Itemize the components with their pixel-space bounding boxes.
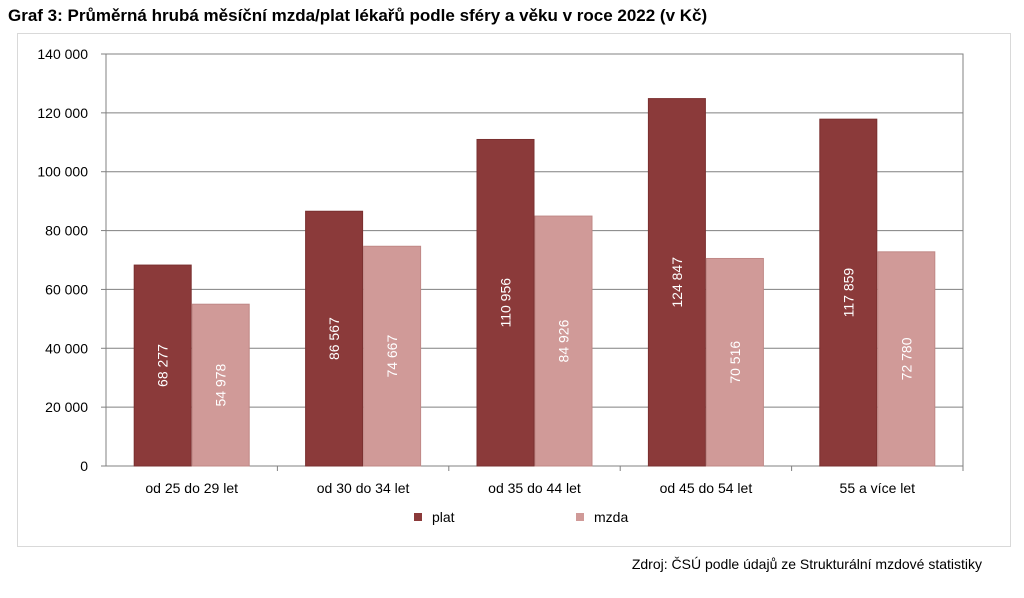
bars: 68 277 54 978 86 567 74 667 110 956 84 926 124… [133,98,936,467]
bar-plat-4 [647,98,706,467]
y-tick-label: 120 000 [37,105,88,121]
data-label-plat-2: 86 567 [326,317,342,360]
x-category-label: od 35 do 44 let [488,480,581,496]
y-tick-label: 20 000 [45,399,88,415]
bar-mzda-5 [877,251,936,467]
data-label-mzda-2: 74 667 [384,335,400,378]
legend-label-mzda: mzda [594,509,628,525]
x-category-label: 55 a více let [840,480,916,496]
data-label-mzda-1: 54 978 [213,363,229,406]
y-tick-label: 140 000 [37,46,88,62]
x-category-label: od 30 do 34 let [317,480,410,496]
x-category-label: od 25 do 29 let [145,480,238,496]
y-tick-label: 0 [80,458,88,474]
data-label-mzda-3: 84 926 [556,319,572,362]
y-tick-label: 100 000 [37,164,88,180]
y-tick-label: 80 000 [45,223,88,239]
y-tick-label: 60 000 [45,281,88,297]
bar-plat-5 [819,118,878,467]
x-axis-categories: od 25 do 29 let od 30 do 34 let od 35 do 4… [145,466,964,496]
data-label-plat-3: 110 956 [498,278,514,328]
legend-swatch-plat [414,513,422,521]
bar-plat-1 [133,264,192,467]
x-category-label: od 45 do 54 let [660,480,753,496]
bar-plat-2 [305,210,364,467]
bar-mzda-2 [363,245,422,467]
legend-swatch-mzda [576,513,584,521]
data-label-plat-1: 68 277 [155,344,171,387]
legend: plat mzda [414,509,628,525]
data-label-plat-4: 124 847 [669,257,685,308]
data-label-mzda-5: 72 780 [898,337,914,380]
bar-mzda-1 [191,303,250,467]
chart-title: Graf 3: Průměrná hrubá měsíční mzda/plat… [8,6,708,25]
data-label-plat-5: 117 859 [840,268,856,318]
y-axis-ticks: 0 20 000 40 000 60 000 80 000 100 000 120 000 1… [37,46,106,474]
bar-mzda-4 [705,257,764,467]
legend-label-plat: plat [432,509,455,525]
y-tick-label: 40 000 [45,340,88,356]
bar-mzda-3 [534,215,593,467]
data-label-mzda-4: 70 516 [727,341,743,384]
bar-plat-3 [476,138,535,467]
source-note: Zdroj: ČSÚ podle údajů ze Strukturální m… [631,556,982,572]
